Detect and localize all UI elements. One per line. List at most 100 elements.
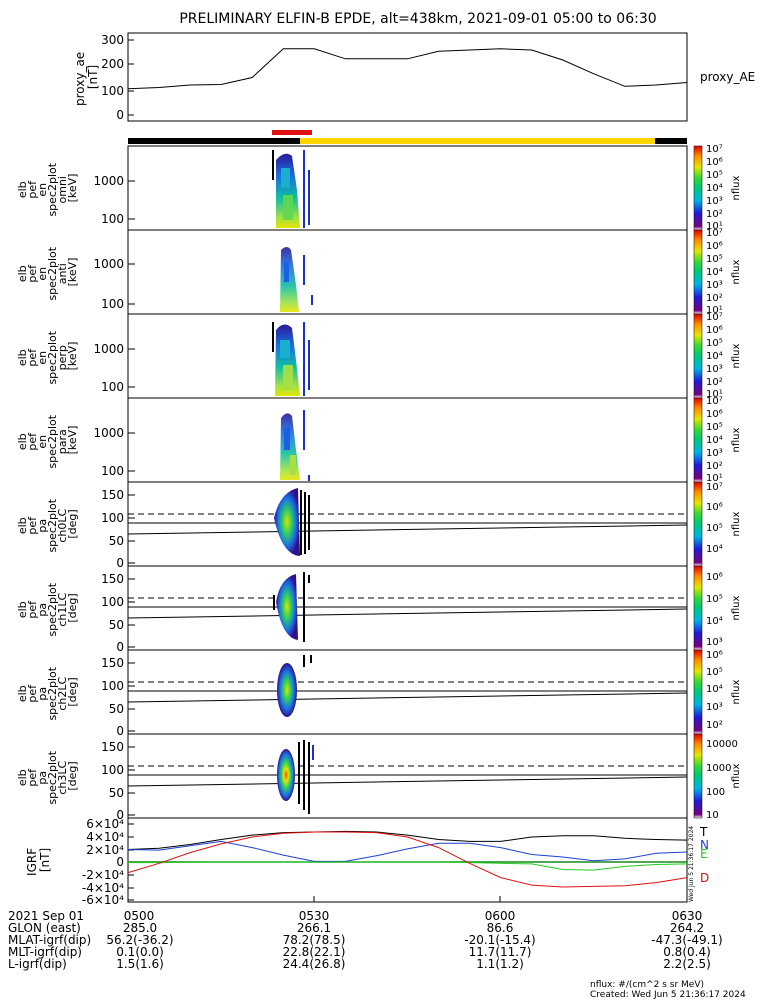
ytick-label: 150 — [101, 656, 124, 670]
cbar-tick: 10³ — [706, 637, 723, 648]
cbar-tick: 10⁶ — [706, 241, 723, 252]
ytick-label: 2×10⁴ — [86, 843, 124, 857]
time-tick-label: 0530 — [299, 909, 330, 923]
ylabel-line: [deg] — [66, 677, 79, 706]
cbar-tick: 10⁵ — [706, 422, 723, 433]
panel-frame — [127, 481, 688, 567]
ytick-label: 50 — [109, 786, 124, 800]
footer-value: 24.4(26.8) — [283, 957, 346, 971]
ae-panel: 0 100 200 300 proxy_ae [nT] proxy_AE — [73, 32, 755, 122]
ylabel-line: pef — [26, 348, 39, 367]
ytick-label: 100 — [101, 464, 124, 478]
ytick-label: 50 — [109, 618, 124, 632]
cbar-tick: 10⁴ — [706, 684, 723, 695]
pa-yticks: 0 50 100 150 — [101, 488, 135, 570]
pa-ylabel: elb pef pa spec2plot ch3LC [deg] — [16, 747, 79, 804]
footer-value: 0.1(0.0) — [116, 945, 164, 959]
colorbar — [693, 481, 703, 567]
pa-panel-ch2: 0 50 100 150 elb pef pa spec2plot ch2LC … — [16, 649, 742, 738]
ae-trace — [127, 48, 688, 90]
footer-value: 2.2(2.5) — [663, 957, 711, 971]
ytick-label: 0 — [116, 855, 124, 869]
cbar-tick: 10⁴ — [706, 267, 723, 278]
bfield-legend-t: T — [699, 825, 708, 839]
spec-panel-anti: 1000 100 elb pef en spec2plot anti [keV]… — [16, 228, 742, 316]
spec-ylabel: elb pef en spec2plot para [keV] — [16, 411, 79, 468]
ytick-label: 100 — [101, 595, 124, 609]
footer-value: 1.5(1.6) — [116, 957, 164, 971]
cbar-tick: 10² — [706, 293, 723, 304]
ylabel-line: pef — [26, 180, 39, 199]
loss-cone-lower — [127, 524, 688, 535]
ae-ytick-label: 100 — [101, 84, 124, 98]
ylabel-line: elb — [16, 181, 29, 198]
panel-frame — [127, 397, 688, 483]
footer-value: 78.2(78.5) — [283, 933, 346, 947]
panel-frame — [127, 229, 688, 315]
cbar-label: nflux — [731, 427, 742, 452]
cbar-tick: 10² — [706, 209, 723, 220]
status-bar-red — [272, 130, 312, 135]
colorbar — [693, 229, 703, 315]
cbar-tick: 10⁵ — [706, 338, 723, 349]
ytick-label: 150 — [101, 488, 124, 502]
ylabel-line: elb — [16, 517, 29, 534]
ylabel-line: spec2plot — [46, 666, 59, 720]
footer: 2021 Sep 01 0500 0530 0600 0630 GLON (ea… — [8, 909, 746, 1000]
ylabel-line: pa — [36, 687, 49, 701]
ytick-label: 150 — [101, 740, 124, 754]
ylabel-line: en — [36, 435, 49, 449]
ylabel-line: pef — [26, 432, 39, 451]
cbar-tick: 10³ — [706, 448, 723, 459]
bfield-ylabel: IGRF [nT] — [25, 844, 52, 876]
spectrogram-data — [280, 247, 313, 312]
cbar-tick: 10⁴ — [706, 544, 723, 555]
colorbar-ticks: 10⁷ 10⁶ 10⁵ 10⁴ — [706, 482, 723, 555]
cbar-tick: 10¹ — [706, 389, 723, 400]
cbar-tick: 10³ — [706, 196, 723, 207]
pa-panel-ch3: 0 50 100 150 elb pef pa spec2plot ch3LC … — [16, 733, 742, 822]
cbar-tick: 10³ — [706, 702, 723, 713]
ylabel-line: spec2plot — [46, 582, 59, 636]
ylabel-line: elb — [16, 685, 29, 702]
ae-ylabel-line: proxy_ae — [73, 52, 87, 106]
pa-data — [274, 488, 310, 556]
ylabel-line: ch1LC — [56, 593, 69, 627]
bfield-yticks: 6×10⁴ 4×10⁴ 2×10⁴ 0 -2×10⁴ -4×10⁴ -6×10⁴ — [82, 817, 134, 907]
ytick-label: 100 — [101, 679, 124, 693]
ytick-label: 1000 — [93, 257, 124, 271]
cbar-tick: 100 — [706, 787, 725, 798]
cbar-label: nflux — [731, 175, 742, 200]
cbar-tick: 10⁷ — [706, 312, 723, 323]
ylabel-line: spec2plot — [46, 498, 59, 552]
colorbar — [693, 397, 703, 483]
cbar-tick: 10² — [706, 461, 723, 472]
footer-row-label: GLON (east) — [8, 921, 81, 935]
ytick-label: -6×10⁴ — [82, 893, 124, 907]
pa-panel-ch1: 0 50 100 150 elb pef pa spec2plot ch1LC … — [16, 565, 742, 654]
cbar-tick: 10⁴ — [706, 183, 723, 194]
ylabel-line: IGRF — [25, 848, 39, 876]
cbar-label: nflux — [731, 259, 742, 284]
ytick-label: -4×10⁴ — [82, 881, 124, 895]
ylabel-line: anti — [56, 263, 69, 284]
spectrogram-data — [280, 410, 310, 481]
cbar-tick: 10³ — [706, 364, 723, 375]
ylabel-line: para — [56, 429, 69, 454]
bfield-legend-d: D — [700, 871, 709, 885]
ylabel-line: pef — [26, 600, 39, 619]
pa-data — [277, 740, 314, 814]
ae-yticks: 0 100 200 300 — [101, 33, 134, 122]
cbar-tick: 10000 — [706, 739, 738, 750]
cbar-label: nflux — [731, 511, 742, 536]
cbar-tick: 10⁶ — [706, 157, 723, 168]
bfield-trace-d — [127, 831, 688, 888]
footer-value: 1.1(1.2) — [476, 957, 524, 971]
spec-panel-para: 1000 100 elb pef en spec2plot para [keV]… — [16, 396, 742, 484]
status-bar-yellow — [300, 138, 655, 144]
panel-frame — [127, 649, 688, 735]
ylabel-line: pef — [26, 768, 39, 787]
colorbar — [693, 733, 703, 819]
bfield-trace-t — [127, 830, 688, 850]
status-bars — [128, 130, 687, 144]
